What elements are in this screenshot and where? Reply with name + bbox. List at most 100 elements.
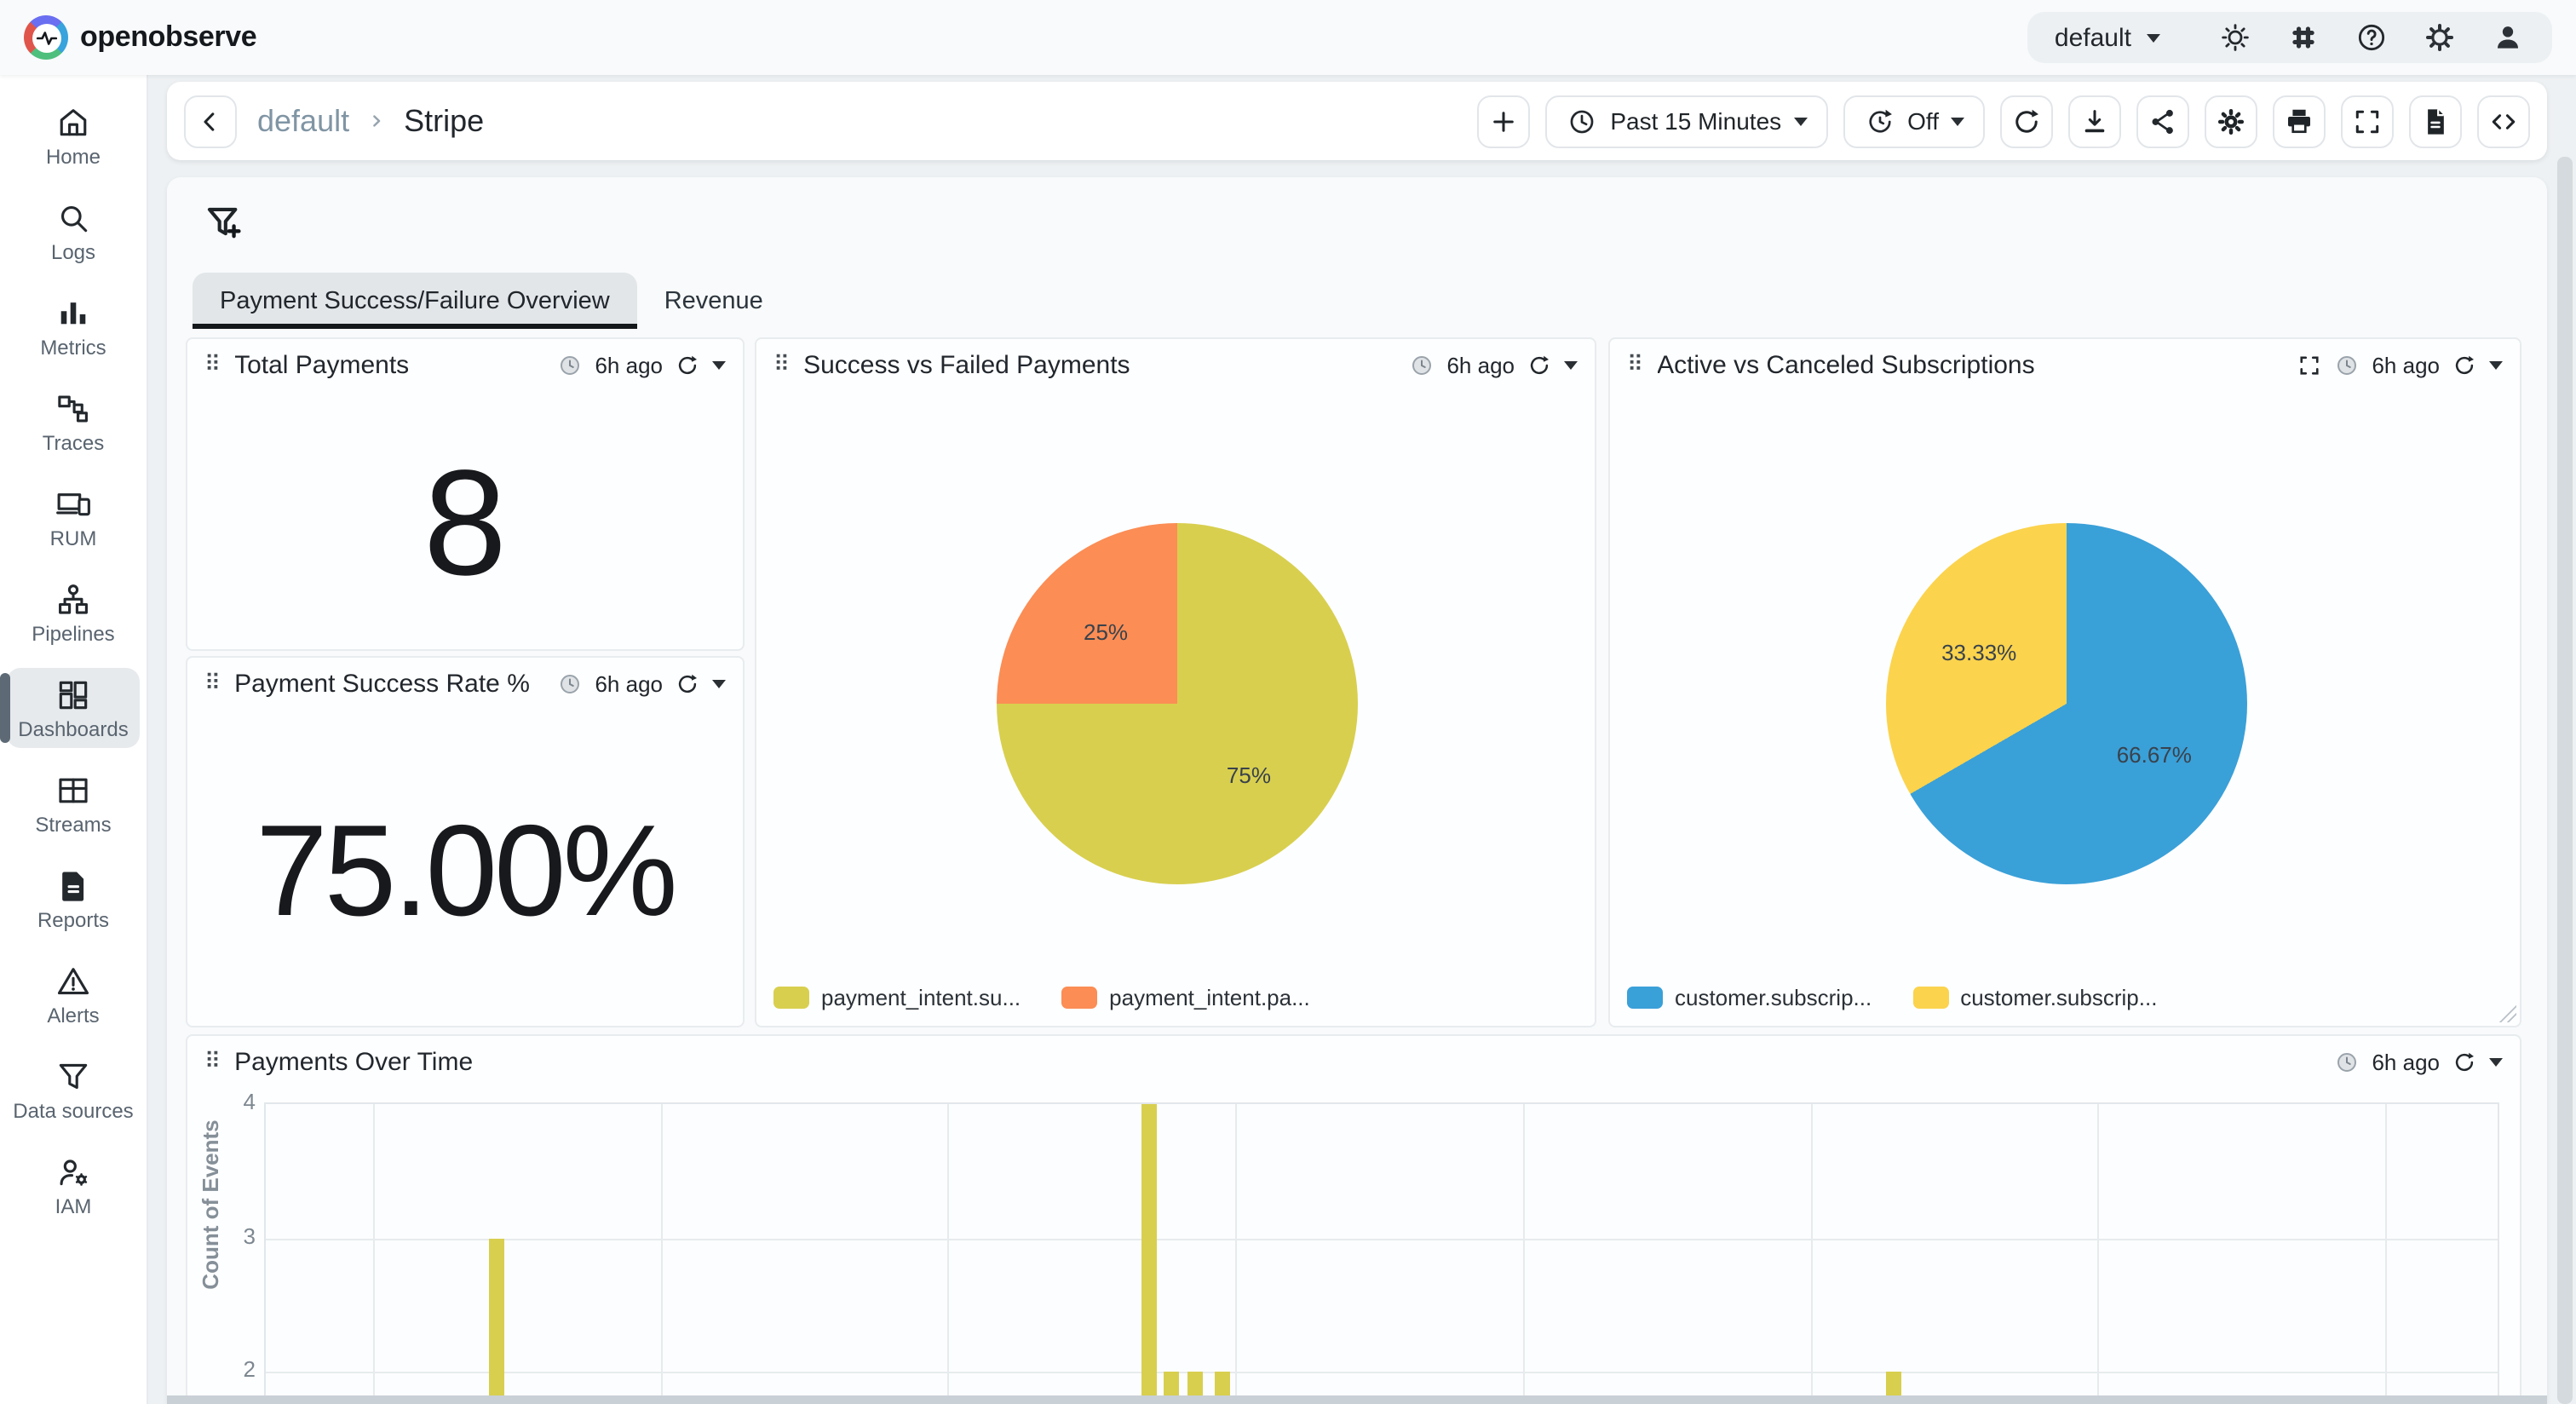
- horizontal-scrollbar[interactable]: [167, 1395, 2547, 1404]
- tab-revenue[interactable]: Revenue: [664, 288, 763, 315]
- add-filter-button[interactable]: [201, 201, 249, 249]
- breadcrumb-org[interactable]: default: [257, 103, 350, 137]
- sidebar-item-rum[interactable]: RUM: [7, 477, 140, 557]
- legend-label: payment_intent.su...: [821, 985, 1021, 1010]
- legend-item[interactable]: customer.subscrip...: [1912, 985, 2157, 1010]
- pie-percent-label: 25%: [1084, 619, 1129, 646]
- dashboard-toolbar: default Stripe Past 15 Minutes Off: [167, 82, 2547, 160]
- sidebar-item-label: Dashboards: [18, 717, 129, 741]
- export-json-button[interactable]: [2409, 95, 2462, 147]
- panel-refresh-icon[interactable]: [2452, 353, 2477, 378]
- sidebar-item-label: Data sources: [13, 1099, 134, 1123]
- y-tick-label: 4: [243, 1089, 256, 1114]
- sidebar-item-metrics[interactable]: Metrics: [7, 286, 140, 366]
- time-series-bar: [1141, 1104, 1157, 1404]
- panel-resize-handle[interactable]: [2499, 1005, 2516, 1022]
- subscriptions-pie-chart[interactable]: 66.67% 33.33%: [1886, 523, 2247, 884]
- panel-menu-icon[interactable]: [712, 361, 726, 370]
- last-refreshed-clock-icon: [2337, 1053, 2357, 1072]
- last-refreshed-label: 6h ago: [595, 671, 663, 697]
- time-range-selector[interactable]: Past 15 Minutes: [1545, 95, 1828, 147]
- payments-over-time-plot[interactable]: [264, 1102, 2499, 1404]
- legend-item[interactable]: customer.subscrip...: [1627, 985, 1872, 1010]
- search-icon: [60, 205, 88, 233]
- sidebar-item-streams[interactable]: Streams: [7, 763, 140, 843]
- sidebar-item-data-sources[interactable]: Data sources: [7, 1050, 140, 1130]
- sidebar-item-logs[interactable]: Logs: [7, 191, 140, 271]
- help-icon[interactable]: [2355, 20, 2389, 55]
- add-panel-button[interactable]: [1477, 95, 1531, 147]
- print-button[interactable]: [2273, 95, 2326, 147]
- org-selector-value: default: [2054, 23, 2131, 52]
- download-icon: [2084, 109, 2105, 132]
- legend-item[interactable]: payment_intent.pa...: [1061, 985, 1310, 1010]
- fullscreen-button[interactable]: [2341, 95, 2394, 147]
- panel-success-rate: ⠿ Payment Success Rate % 6h ago 75.00%: [186, 656, 745, 1027]
- panel-menu-icon[interactable]: [2489, 1058, 2503, 1067]
- panel-fullscreen-icon[interactable]: [2297, 353, 2322, 378]
- panel-header: ⠿ Payments Over Time 6h ago: [187, 1036, 2520, 1085]
- panel-refresh-icon[interactable]: [675, 671, 700, 697]
- panel-refresh-icon[interactable]: [2452, 1050, 2477, 1075]
- drag-handle-icon[interactable]: ⠿: [773, 353, 791, 378]
- bar-chart-icon: [60, 302, 86, 325]
- sidebar-item-pipelines[interactable]: Pipelines: [7, 573, 140, 653]
- last-refreshed-label: 6h ago: [595, 353, 663, 378]
- panel-menu-icon[interactable]: [2489, 361, 2503, 370]
- panel-payments-over-time: ⠿ Payments Over Time 6h ago Count of Eve…: [186, 1034, 2521, 1404]
- settings-icon[interactable]: [2423, 20, 2457, 55]
- success-failed-pie-chart[interactable]: 75% 25%: [997, 523, 1358, 884]
- export-button[interactable]: [2068, 95, 2121, 147]
- panel-refresh-icon[interactable]: [1527, 353, 1552, 378]
- sidebar-item-alerts[interactable]: Alerts: [7, 954, 140, 1034]
- last-refreshed-label: 6h ago: [2372, 1050, 2440, 1075]
- query-inspector-button[interactable]: [2477, 95, 2530, 147]
- dashboard-settings-button[interactable]: [2205, 95, 2257, 147]
- panel-menu-icon[interactable]: [712, 680, 726, 688]
- back-button[interactable]: [184, 95, 237, 147]
- slack-icon[interactable]: [2286, 20, 2320, 55]
- theme-light-icon[interactable]: [2218, 20, 2252, 55]
- panel-refresh-icon[interactable]: [675, 353, 700, 378]
- success-rate-value: 75.00%: [256, 798, 678, 943]
- funnel-plus-icon: [207, 207, 241, 239]
- drag-handle-icon[interactable]: ⠿: [204, 1050, 221, 1075]
- gridline: [266, 1372, 2498, 1373]
- share-icon: [2152, 108, 2173, 134]
- auto-refresh-selector[interactable]: Off: [1843, 95, 1985, 147]
- share-button[interactable]: [2136, 95, 2189, 147]
- sidebar-item-reports[interactable]: Reports: [7, 859, 140, 939]
- y-axis-title: Count of Events: [198, 1119, 223, 1290]
- refresh-interval-icon: [1868, 108, 1892, 132]
- openobserve-logo-icon: [24, 15, 68, 60]
- tab-payment-overview[interactable]: Payment Success/Failure Overview: [193, 273, 637, 329]
- vertical-scrollbar[interactable]: [2557, 157, 2573, 1404]
- legend-item[interactable]: payment_intent.su...: [773, 985, 1021, 1010]
- breadcrumb: default Stripe: [257, 103, 484, 139]
- panel-menu-icon[interactable]: [1564, 361, 1578, 370]
- topbar-controls: default: [2027, 12, 2552, 63]
- sidebar-item-iam[interactable]: IAM: [7, 1145, 140, 1225]
- refresh-button[interactable]: [2000, 95, 2053, 147]
- gridline: [266, 1238, 2498, 1240]
- sidebar-item-traces[interactable]: Traces: [7, 382, 140, 462]
- panel-total-payments: ⠿ Total Payments 6h ago 8: [186, 337, 745, 651]
- funnel-icon: [59, 1063, 88, 1090]
- drag-handle-icon[interactable]: ⠿: [1627, 353, 1644, 378]
- gridline: [2384, 1104, 2387, 1404]
- org-selector[interactable]: default: [2055, 23, 2160, 52]
- drag-handle-icon[interactable]: ⠿: [204, 353, 221, 378]
- breadcrumb-page: Stripe: [404, 103, 485, 137]
- account-icon[interactable]: [2491, 20, 2525, 55]
- panel-success-vs-failed: ⠿ Success vs Failed Payments 6h ago 75% 2…: [755, 337, 1596, 1027]
- sidebar: Home Logs Metrics Traces RUM Pipelines D…: [0, 75, 147, 1404]
- sidebar-item-dashboards[interactable]: Dashboards: [0, 668, 140, 748]
- last-refreshed-label: 6h ago: [1446, 353, 1515, 378]
- brand-logo[interactable]: openobserve: [24, 15, 257, 60]
- panel-title: Active vs Canceled Subscriptions: [1657, 351, 2035, 380]
- gridline: [660, 1104, 663, 1404]
- pie-percent-label: 66.67%: [2116, 741, 2192, 768]
- y-tick-label: 3: [243, 1223, 256, 1248]
- drag-handle-icon[interactable]: ⠿: [204, 671, 221, 697]
- sidebar-item-home[interactable]: Home: [7, 95, 140, 176]
